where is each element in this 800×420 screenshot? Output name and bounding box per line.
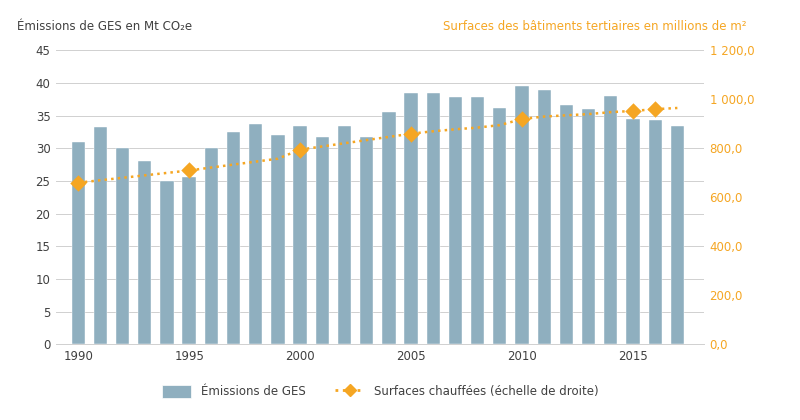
Bar	[316, 136, 329, 344]
Bar	[138, 161, 151, 344]
Bar	[71, 142, 85, 344]
Bar	[560, 105, 573, 344]
Bar	[160, 181, 174, 344]
Bar	[670, 126, 684, 344]
Bar	[471, 97, 484, 344]
Point	[405, 130, 418, 137]
Point	[182, 167, 195, 174]
Bar	[205, 148, 218, 344]
Bar	[449, 97, 462, 344]
Bar	[227, 132, 240, 344]
Bar	[294, 126, 306, 344]
Bar	[582, 109, 595, 344]
Bar	[426, 93, 440, 344]
Point	[72, 179, 85, 186]
Legend: Émissions de GES, Surfaces chauffées (échelle de droite): Émissions de GES, Surfaces chauffées (éc…	[157, 381, 603, 403]
Bar	[382, 113, 395, 344]
Bar	[249, 124, 262, 344]
Point	[516, 116, 529, 122]
Point	[626, 108, 639, 114]
Bar	[626, 119, 640, 344]
Bar	[405, 93, 418, 344]
Point	[294, 146, 306, 153]
Bar	[649, 120, 662, 344]
Point	[649, 106, 662, 113]
Bar	[116, 148, 130, 344]
Bar	[360, 137, 374, 344]
Bar	[94, 128, 107, 344]
Bar	[538, 89, 551, 344]
Text: Surfaces des bâtiments tertiaires en millions de m²: Surfaces des bâtiments tertiaires en mil…	[442, 20, 746, 33]
Text: Émissions de GES en Mt CO₂e: Émissions de GES en Mt CO₂e	[17, 20, 192, 33]
Bar	[604, 96, 618, 344]
Bar	[271, 135, 285, 344]
Bar	[338, 126, 351, 344]
Bar	[515, 87, 529, 344]
Bar	[493, 108, 506, 344]
Bar	[182, 177, 196, 344]
